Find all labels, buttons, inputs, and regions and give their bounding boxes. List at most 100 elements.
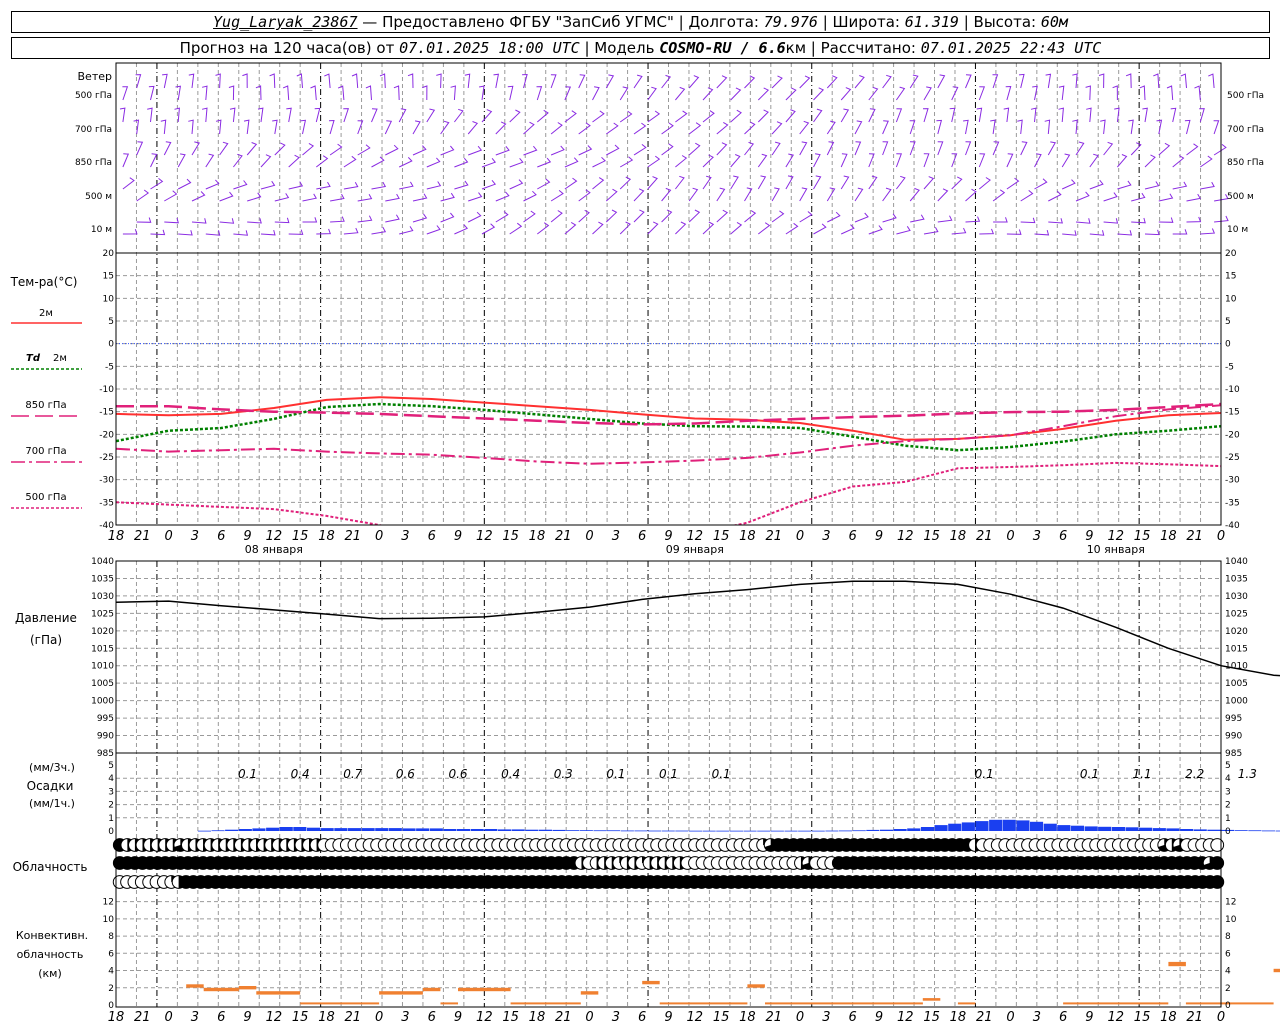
x-tick-label-top: 3 (1033, 529, 1041, 544)
precip-bar (716, 830, 730, 832)
x-tick-label-top: 3 (191, 529, 199, 544)
altitude-label: | Высота: (958, 13, 1041, 31)
wind-barb (868, 86, 879, 101)
day-label: 08 января (245, 543, 303, 556)
wind-barb (854, 141, 862, 156)
wind-barb (619, 110, 633, 123)
x-tick-label-top: 9 (875, 529, 883, 544)
x-tick-label-bottom: 9 (243, 1010, 251, 1024)
wind-barb (702, 87, 714, 101)
wind-barb (436, 73, 442, 89)
wind-barb (440, 145, 455, 156)
wind-barb (205, 179, 220, 190)
wind-barb (633, 122, 647, 135)
precip-bar (975, 821, 989, 831)
precip-bar (961, 822, 975, 831)
pressure-ytick-right: 1010 (1225, 662, 1248, 672)
wind-barb (813, 108, 823, 123)
precip-bar (579, 830, 593, 831)
wind-barb (730, 87, 742, 101)
wind-barb (162, 73, 168, 89)
wind-barb (495, 211, 509, 223)
wind-barb (242, 73, 248, 89)
precip-bar (907, 828, 921, 831)
pressure-ytick-left: 1010 (91, 662, 114, 672)
series-t700 (116, 404, 1221, 465)
wind-barb (730, 221, 743, 235)
wind-barb (188, 119, 194, 135)
provider-text: — Предоставлено ФГБУ "ЗапСиб УГМС" | Дол… (357, 13, 764, 31)
convective-segment (922, 998, 941, 1001)
wind-barb (840, 153, 848, 168)
wind-barb (550, 74, 557, 89)
x-tick-label-bottom: 3 (1033, 1010, 1041, 1024)
x-tick-label-top: 21 (345, 529, 362, 544)
precip-3h-value: 0.6 (448, 767, 467, 781)
pressure-unit: (гПа) (30, 633, 62, 647)
x-tick-label-top: 6 (849, 529, 857, 544)
wind-barb (343, 227, 359, 235)
wind-level-label-right: 10 м (1227, 225, 1248, 235)
wind-barb (330, 193, 345, 202)
wind-barb (329, 143, 343, 156)
conv-ytick-right: 2 (1225, 984, 1231, 994)
forecast-prefix: Прогноз на 120 часа(ов) от (179, 39, 400, 57)
precip-bar (375, 828, 389, 831)
temp-ytick-left: 10 (103, 294, 115, 304)
pressure-ytick-right: 990 (1225, 732, 1242, 742)
wind-barb (398, 157, 413, 168)
wind-barb (1144, 229, 1160, 236)
header-station-line: Yug_Laryak_23867 — Предоставлено ФГБУ "З… (11, 11, 1270, 33)
wind-barb (840, 175, 850, 190)
wind-barb (937, 141, 944, 156)
wind-barb (716, 187, 726, 202)
x-tick-label-bottom: 21 (765, 1010, 782, 1024)
x-tick-label-bottom: 18 (1160, 1010, 1177, 1024)
precip-bar (361, 828, 375, 831)
model-suffix: км | Рассчитано: (785, 39, 921, 57)
wind-barb (661, 209, 673, 223)
x-tick-label-top: 0 (1217, 529, 1225, 544)
cloud-symbol-middle (1210, 856, 1225, 870)
wind-barb (1020, 141, 1028, 156)
forecast-time: 07.01.2025 18:00 UTC (399, 39, 580, 57)
precip-bar (293, 827, 307, 831)
wind-barb (288, 154, 300, 168)
wind-barb (536, 222, 550, 235)
frame-layer (115, 62, 1222, 1008)
series-t500 (116, 461, 1221, 525)
wind-barb (992, 189, 1006, 202)
wind-barb (1034, 178, 1048, 190)
wind-barb (1186, 216, 1202, 223)
x-tick-label-bottom: 18 (529, 1010, 546, 1024)
temp-ytick-right: 10 (1225, 294, 1237, 304)
precip-3h-value: 0.1 (238, 767, 257, 781)
pressure-title: Давление (15, 611, 77, 625)
wind-barb (426, 225, 441, 235)
precip-title: Осадки (27, 779, 74, 793)
wind-barb (1166, 85, 1174, 101)
conv-ytick-left: 6 (108, 949, 114, 959)
precip-bar (1125, 827, 1139, 831)
wind-barb (148, 85, 155, 101)
wind-barb (1125, 73, 1132, 89)
wind-barb (730, 175, 739, 190)
wind-barb (1006, 153, 1014, 168)
wind-barb (201, 107, 208, 123)
wind-barb (260, 154, 272, 168)
wind-barb (468, 192, 483, 202)
precip-3h-value: 0.1 (659, 767, 678, 781)
wind-barb (422, 85, 428, 101)
wind-barb (163, 141, 172, 156)
wind-barb (550, 122, 563, 135)
wind-barb (315, 155, 329, 168)
x-tick-label-bottom: 6 (428, 1010, 436, 1024)
wind-barb (371, 181, 387, 190)
wind-barb (688, 75, 700, 89)
conv-ytick-left: 4 (108, 967, 114, 977)
wind-barb (716, 142, 728, 156)
wind-barb (993, 217, 1008, 223)
precip-bar (211, 830, 225, 832)
x-tick-label-top: 9 (454, 529, 462, 544)
